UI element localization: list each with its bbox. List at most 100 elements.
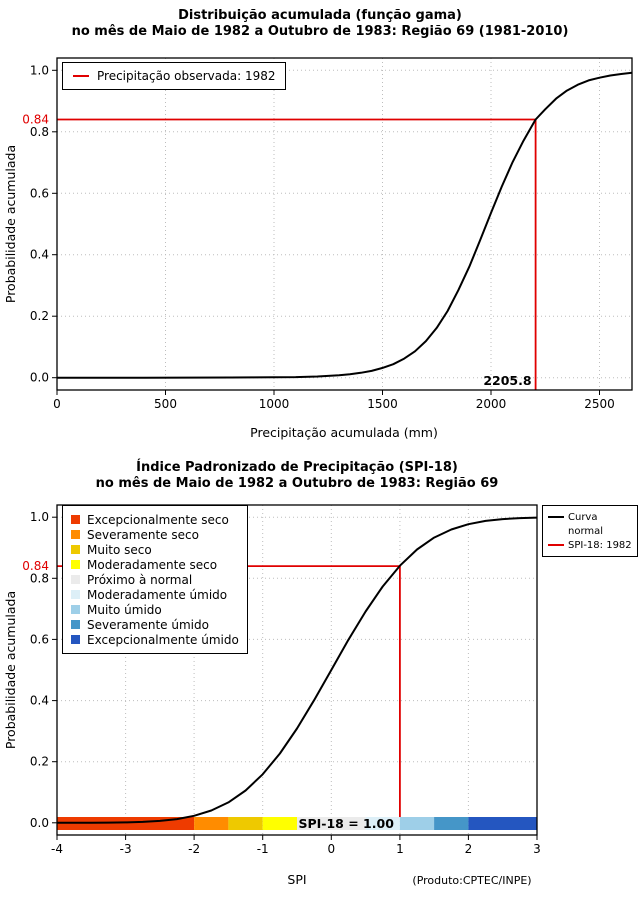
spi-category-band bbox=[365, 817, 400, 830]
category-swatch-icon bbox=[71, 560, 80, 569]
plot-border bbox=[56, 57, 633, 391]
legend-entry: Curva bbox=[548, 510, 632, 524]
y-tick-label: 0.0 bbox=[30, 816, 49, 830]
chart-title: Distribuição acumulada (função gama) bbox=[178, 8, 462, 23]
spi-category-band bbox=[297, 817, 366, 830]
x-tick-label: 3 bbox=[533, 842, 541, 856]
spi-category-band bbox=[228, 817, 263, 830]
category-swatch-icon bbox=[71, 545, 80, 554]
y-tick-label: 0.4 bbox=[30, 694, 49, 708]
precipitation-value-label: 2205.8 bbox=[483, 373, 531, 388]
spi-value-label: SPI-18 = 1.00 bbox=[298, 816, 394, 831]
spi-cdf-section: -4 -3 -2 -1 0 1 2 3 0.0 0.2 0.4 0.6 0.8 1.0 0.84 SPI-18… bbox=[0, 450, 640, 900]
cdf-curve bbox=[56, 516, 538, 824]
probability-highlight-label: 0.84 bbox=[22, 113, 49, 127]
observed-line-sample bbox=[73, 75, 89, 77]
legend-item: Moderadamente úmido bbox=[71, 587, 239, 602]
legend-entry-label: Curva bbox=[568, 511, 598, 523]
y-tick-label: 0.6 bbox=[30, 186, 49, 200]
category-label: Severamente seco bbox=[87, 527, 199, 542]
category-swatch-icon bbox=[71, 575, 80, 584]
gamma-cdf-plot: 0 500 1000 1500 2000 2500 0.0 0.2 0.4 0.6 0.8 1.0 0.… bbox=[3, 57, 633, 440]
y-tick-label: 0.2 bbox=[30, 755, 49, 769]
y-tick-label: 0.0 bbox=[30, 371, 49, 385]
spi-category-band bbox=[468, 817, 537, 830]
gamma-cdf-section: 0 500 1000 1500 2000 2500 0.0 0.2 0.4 0.6 0.8 1.0 0.… bbox=[0, 8, 640, 440]
category-swatch-icon bbox=[71, 605, 80, 614]
x-tick-label: 1500 bbox=[367, 397, 398, 411]
gamma-plot-area: 0 500 1000 1500 2000 2500 0.0 0.2 0.4 0.6 0.8 1.0 0.… bbox=[22, 57, 633, 411]
source-credit: (Produto:CPTEC/INPE) bbox=[412, 874, 531, 887]
x-axis-title: Precipitação acumulada (mm) bbox=[250, 425, 438, 440]
gamma-chart-titles: Distribuição acumulada (função gama) no … bbox=[0, 8, 640, 40]
y-tick-label: 0.8 bbox=[30, 125, 49, 139]
category-swatch-icon bbox=[71, 530, 80, 539]
legend-item: Excepcionalmente úmido bbox=[71, 632, 239, 647]
legend-line-sample bbox=[548, 516, 564, 518]
category-swatch-icon bbox=[71, 620, 80, 629]
curve-legend: Curva normal SPI-18: 1982 bbox=[542, 505, 638, 557]
legend-line-sample bbox=[548, 544, 564, 546]
category-label: Muito úmido bbox=[87, 602, 162, 617]
x-tick-label: 0 bbox=[327, 842, 335, 856]
chart-subtitle: no mês de Maio de 1982 a Outubro de 1983… bbox=[71, 24, 569, 39]
cdf-curve bbox=[57, 71, 633, 379]
y-tick-label: 0.4 bbox=[30, 248, 49, 262]
legend-item: Severamente seco bbox=[71, 527, 239, 542]
legend-item: Moderadamente seco bbox=[71, 557, 239, 572]
legend-entry-label: normal bbox=[568, 525, 604, 537]
observed-legend-label: Precipitação observada: 1982 bbox=[97, 69, 276, 83]
x-tick-label: -1 bbox=[257, 842, 269, 856]
x-tick-label: 500 bbox=[154, 397, 177, 411]
x-tick-label: 2500 bbox=[584, 397, 615, 411]
category-swatch-icon bbox=[71, 515, 80, 524]
category-label: Severamente úmido bbox=[87, 617, 209, 632]
plot-border bbox=[56, 504, 538, 836]
observed-legend: Precipitação observada: 1982 bbox=[62, 62, 287, 90]
y-axis-title: Probabilidade acumulada bbox=[3, 591, 18, 749]
spi-category-band bbox=[399, 817, 435, 830]
category-swatch-icon bbox=[71, 635, 80, 644]
legend-entry-label: SPI-18: 1982 bbox=[568, 539, 632, 551]
category-swatch-icon bbox=[71, 590, 80, 599]
chart-subtitle: no mês de Maio de 1982 a Outubro de 1983… bbox=[95, 476, 499, 491]
legend-entry: normal bbox=[548, 524, 632, 538]
x-tick-label: 1000 bbox=[259, 397, 290, 411]
x-tick-label: 0 bbox=[53, 397, 61, 411]
y-tick-label: 0.2 bbox=[30, 309, 49, 323]
x-axis-title: SPI bbox=[287, 872, 306, 887]
chart-title: Índice Padronizado de Precipitação (SPI-… bbox=[136, 460, 458, 475]
y-tick-label: 0.6 bbox=[30, 632, 49, 646]
legend-line-spacer bbox=[548, 530, 564, 532]
x-tick-label: 2000 bbox=[476, 397, 507, 411]
spi-category-band bbox=[262, 817, 297, 830]
spi-category-band bbox=[194, 817, 229, 830]
y-axis-title: Probabilidade acumulada bbox=[3, 145, 18, 303]
y-tick-label: 1.0 bbox=[30, 63, 49, 77]
observed-marker-line bbox=[57, 118, 537, 390]
category-label: Moderadamente seco bbox=[87, 557, 218, 572]
category-label: Excepcionalmente seco bbox=[87, 512, 229, 527]
x-tick-label: 1 bbox=[396, 842, 404, 856]
x-tick-label: -4 bbox=[51, 842, 63, 856]
probability-highlight-label: 0.84 bbox=[22, 559, 49, 573]
spi-category-legend: Excepcionalmente seco Severamente seco Mui… bbox=[62, 505, 248, 654]
x-tick-label: -3 bbox=[120, 842, 132, 856]
y-tick-label: 1.0 bbox=[30, 510, 49, 524]
legend-entry: SPI-18: 1982 bbox=[548, 538, 632, 552]
x-tick-label: 2 bbox=[465, 842, 473, 856]
category-label: Moderadamente úmido bbox=[87, 587, 228, 602]
x-tick-label: -2 bbox=[188, 842, 200, 856]
legend-item: Excepcionalmente seco bbox=[71, 512, 239, 527]
legend-item: Próximo à normal bbox=[71, 572, 239, 587]
category-label: Excepcionalmente úmido bbox=[87, 632, 239, 647]
legend-item: Muito úmido bbox=[71, 602, 239, 617]
y-tick-label: 0.8 bbox=[30, 571, 49, 585]
spi-category-band bbox=[434, 817, 469, 830]
legend-item: Muito seco bbox=[71, 542, 239, 557]
category-label: Muito seco bbox=[87, 542, 152, 557]
spi-chart-titles: Índice Padronizado de Precipitação (SPI-… bbox=[0, 460, 594, 492]
category-label: Próximo à normal bbox=[87, 572, 193, 587]
legend-item: Severamente úmido bbox=[71, 617, 239, 632]
